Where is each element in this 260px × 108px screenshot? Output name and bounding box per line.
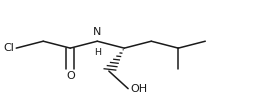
Text: O: O (66, 71, 75, 81)
Text: N: N (93, 27, 101, 37)
Text: Cl: Cl (3, 43, 14, 53)
Text: H: H (94, 48, 101, 57)
Text: OH: OH (131, 84, 148, 94)
